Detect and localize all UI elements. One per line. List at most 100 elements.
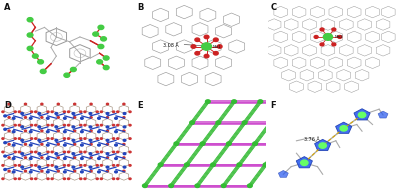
Circle shape [358,112,366,118]
Text: F: F [270,100,276,110]
Circle shape [268,121,273,124]
Circle shape [98,158,100,159]
Circle shape [117,124,119,126]
Circle shape [8,103,10,105]
Circle shape [35,138,37,139]
Circle shape [55,166,58,168]
Circle shape [21,139,24,141]
Circle shape [57,130,59,132]
Circle shape [319,143,326,148]
Circle shape [117,165,119,166]
Circle shape [195,52,200,55]
Circle shape [221,184,226,187]
Circle shape [2,151,4,153]
Circle shape [98,117,100,119]
Circle shape [2,124,4,126]
Circle shape [63,138,66,139]
Circle shape [64,131,66,133]
Circle shape [106,117,108,118]
Circle shape [216,121,221,124]
Circle shape [4,128,6,130]
Circle shape [106,153,109,155]
Circle shape [295,121,300,124]
Circle shape [100,178,102,179]
Circle shape [18,178,20,179]
Circle shape [80,111,82,113]
Circle shape [21,126,24,128]
Circle shape [41,117,43,118]
Circle shape [27,18,33,22]
Circle shape [190,121,194,124]
Circle shape [248,184,252,187]
Circle shape [89,166,92,168]
Circle shape [211,163,216,166]
Circle shape [64,158,66,159]
Circle shape [80,144,83,146]
Circle shape [97,60,102,64]
Circle shape [106,166,109,168]
Circle shape [35,165,37,166]
Circle shape [129,178,131,179]
Circle shape [253,142,258,145]
Circle shape [27,33,33,37]
Circle shape [18,165,20,166]
Circle shape [106,157,108,158]
Circle shape [18,138,20,139]
Circle shape [80,171,83,173]
Circle shape [117,178,119,179]
Circle shape [41,157,43,158]
Circle shape [63,124,66,126]
Circle shape [84,111,86,113]
Circle shape [98,131,100,133]
Circle shape [100,124,102,126]
Circle shape [30,111,33,113]
Circle shape [38,113,40,114]
Circle shape [47,124,49,126]
Circle shape [80,117,83,119]
Circle shape [117,138,119,139]
Circle shape [51,138,53,139]
Circle shape [112,138,115,139]
Circle shape [106,170,108,172]
Circle shape [174,142,179,145]
Circle shape [112,178,115,179]
Circle shape [214,38,218,42]
Circle shape [41,170,43,172]
Circle shape [226,142,231,145]
Circle shape [96,178,98,179]
Circle shape [38,153,40,155]
Circle shape [96,124,98,126]
Circle shape [204,35,209,39]
Circle shape [279,142,284,145]
Circle shape [169,184,174,187]
Circle shape [84,138,86,139]
Circle shape [55,126,58,128]
Circle shape [18,151,20,153]
Circle shape [74,103,76,105]
Polygon shape [336,122,352,133]
Circle shape [51,151,53,153]
Circle shape [55,139,58,141]
Circle shape [74,117,76,118]
Circle shape [123,103,125,105]
Circle shape [89,113,92,114]
Text: E: E [137,100,143,110]
Circle shape [80,158,83,159]
Circle shape [129,151,131,153]
Circle shape [112,165,115,166]
Circle shape [74,170,76,172]
Circle shape [80,131,83,133]
Circle shape [47,165,49,166]
Circle shape [258,100,263,103]
Circle shape [40,69,46,74]
Circle shape [57,117,59,118]
Circle shape [123,126,126,128]
Circle shape [41,143,43,145]
Circle shape [57,157,59,158]
Circle shape [98,171,100,173]
Circle shape [106,126,109,128]
Text: C: C [270,3,276,12]
Circle shape [115,158,117,159]
Circle shape [14,111,16,113]
Circle shape [80,124,82,126]
